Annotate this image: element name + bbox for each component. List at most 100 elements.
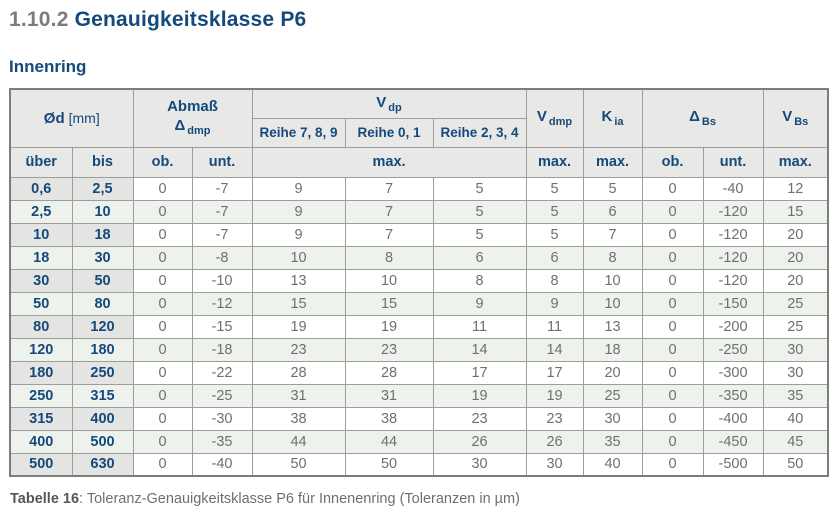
header-row-2: Reihe 7, 8, 9 Reihe 0, 1 Reihe 2, 3, 4	[10, 117, 828, 148]
value-cell: 0	[641, 291, 704, 316]
value-cell: 0	[641, 268, 704, 293]
value-cell: 0	[641, 337, 704, 362]
value-cell: -200	[702, 314, 764, 339]
header-vbs: V Bs	[762, 88, 829, 148]
value-cell: 11	[432, 314, 527, 339]
abmass-label: Abmaß	[167, 98, 218, 115]
value-cell: 40	[582, 452, 643, 477]
subheader-unt-dbs: unt.	[702, 146, 764, 178]
value-cell: 44	[344, 429, 434, 454]
value-cell: 19	[525, 383, 584, 408]
value-cell: 6	[432, 245, 527, 270]
value-cell: 5	[525, 199, 584, 224]
diameter-cell: 315	[71, 383, 134, 408]
value-cell: 0	[641, 429, 704, 454]
diameter-cell: 80	[71, 291, 134, 316]
value-cell: 26	[432, 429, 527, 454]
value-cell: -350	[702, 383, 764, 408]
value-cell: 0	[641, 452, 704, 477]
value-cell: 17	[525, 360, 584, 385]
value-cell: 25	[582, 383, 643, 408]
value-cell: 30	[432, 452, 527, 477]
value-cell: -40	[191, 452, 253, 477]
value-cell: 5	[432, 176, 527, 201]
diameter-cell: 180	[71, 337, 134, 362]
table-row: 80 120 0 -15 19 19 11 11 13 0 -200 25	[9, 314, 829, 339]
value-cell: 5	[432, 199, 527, 224]
value-cell: 0	[132, 291, 193, 316]
value-cell: 35	[582, 429, 643, 454]
diameter-cell: 2,5	[71, 176, 134, 201]
value-cell: -30	[191, 406, 253, 431]
value-cell: 0	[132, 452, 193, 477]
value-cell: 0	[641, 199, 704, 224]
header-diameter: Ød [mm]	[9, 88, 134, 148]
value-cell: 28	[344, 360, 434, 385]
value-cell: 50	[762, 452, 829, 477]
diameter-cell: 400	[71, 406, 134, 431]
value-cell: 19	[251, 314, 346, 339]
value-cell: 0	[132, 337, 193, 362]
value-cell: 30	[762, 337, 829, 362]
value-cell: 28	[251, 360, 346, 385]
value-cell: 5	[525, 222, 584, 247]
value-cell: 12	[762, 176, 829, 201]
value-cell: 0	[641, 360, 704, 385]
table-row: 0,6 2,5 0 -7 9 7 5 5 5 0 -40 12	[9, 176, 829, 201]
value-cell: -22	[191, 360, 253, 385]
value-cell: 35	[762, 383, 829, 408]
value-cell: 0	[132, 199, 193, 224]
value-cell: 20	[762, 268, 829, 293]
value-cell: -500	[702, 452, 764, 477]
table-row: 30 50 0 -10 13 10 8 8 10 0 -120 20	[9, 268, 829, 293]
header-dbs: Δ Bs	[641, 88, 764, 148]
diameter-cell: 250	[9, 383, 73, 408]
subheader-bis: bis	[71, 146, 134, 178]
value-cell: 5	[525, 176, 584, 201]
value-cell: -120	[702, 199, 764, 224]
value-cell: 7	[344, 222, 434, 247]
value-cell: 8	[344, 245, 434, 270]
diameter-cell: 315	[9, 406, 73, 431]
value-cell: 0	[132, 268, 193, 293]
value-cell: 0	[641, 383, 704, 408]
diameter-cell: 500	[71, 429, 134, 454]
value-cell: -35	[191, 429, 253, 454]
section-number: 1.10.2	[9, 8, 69, 31]
value-cell: 0	[132, 245, 193, 270]
diameter-cell: 30	[71, 245, 134, 270]
value-cell: 23	[251, 337, 346, 362]
value-cell: 31	[251, 383, 346, 408]
value-cell: -8	[191, 245, 253, 270]
value-cell: 7	[344, 176, 434, 201]
value-cell: 19	[344, 314, 434, 339]
diameter-symbol: Ød	[43, 109, 65, 127]
value-cell: 20	[762, 222, 829, 247]
value-cell: 0	[132, 429, 193, 454]
value-cell: -15	[191, 314, 253, 339]
diameter-cell: 120	[9, 337, 73, 362]
table-row: 2,5 10 0 -7 9 7 5 5 6 0 -120 15	[9, 199, 829, 224]
value-cell: 0	[641, 176, 704, 201]
value-cell: 23	[344, 337, 434, 362]
value-cell: -120	[702, 245, 764, 270]
value-cell: 6	[582, 199, 643, 224]
table-row: 500 630 0 -40 50 50 30 30 40 0 -500 50	[9, 452, 829, 477]
value-cell: -120	[702, 222, 764, 247]
value-cell: 15	[251, 291, 346, 316]
value-cell: 0	[641, 245, 704, 270]
subheader-unt: unt.	[191, 146, 253, 178]
diameter-cell: 120	[71, 314, 134, 339]
diameter-cell: 10	[71, 199, 134, 224]
subheader-max-vdp: max.	[251, 146, 527, 178]
value-cell: -120	[702, 268, 764, 293]
header-reihe-789: Reihe 7, 8, 9	[251, 117, 346, 148]
diameter-cell: 50	[71, 268, 134, 293]
diameter-cell: 10	[9, 222, 73, 247]
value-cell: -7	[191, 199, 253, 224]
